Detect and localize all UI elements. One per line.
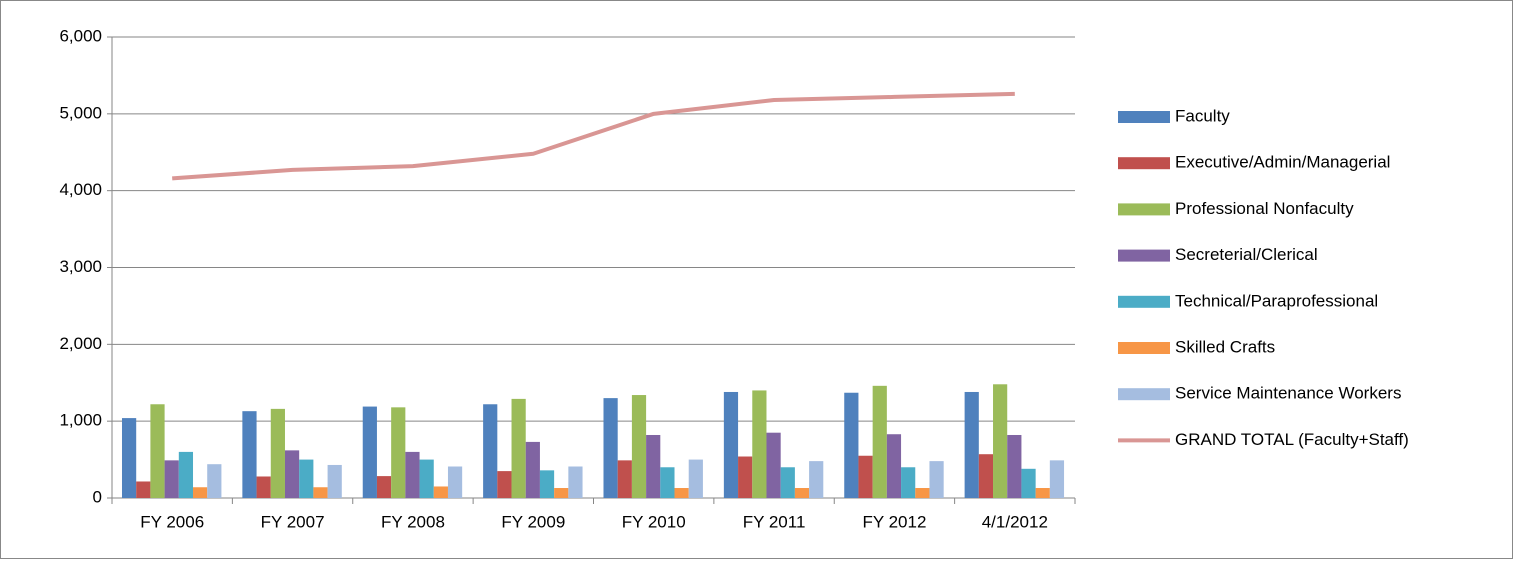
- bar: [136, 481, 151, 498]
- bar: [193, 487, 208, 498]
- bar: [794, 488, 810, 498]
- bar: [284, 450, 300, 498]
- bar: [433, 486, 448, 498]
- bar: [242, 411, 257, 498]
- bar: [901, 467, 916, 498]
- legend-swatch: [1118, 203, 1170, 216]
- bar: [447, 466, 463, 498]
- bar: [568, 466, 583, 498]
- bar: [1007, 434, 1022, 498]
- legend-label: Skilled Crafts: [1175, 337, 1275, 356]
- bar: [617, 460, 632, 498]
- bar: [207, 464, 222, 498]
- bar: [256, 476, 271, 498]
- bar: [327, 464, 342, 498]
- x-tick-label: FY 2006: [140, 512, 204, 531]
- bar: [511, 398, 526, 498]
- bar: [993, 384, 1008, 498]
- bar: [752, 390, 767, 498]
- bar: [299, 459, 314, 498]
- legend-label: Professional Nonfaculty: [1175, 199, 1354, 218]
- bar: [660, 467, 675, 498]
- legend-label: GRAND TOTAL (Faculty+Staff): [1175, 430, 1409, 449]
- bar: [886, 434, 902, 498]
- bar: [376, 476, 392, 498]
- bar: [978, 454, 994, 498]
- line: [172, 91, 1015, 181]
- bar: [1035, 488, 1050, 498]
- bar: [603, 398, 618, 498]
- bar: [780, 467, 795, 498]
- y-tick-label: 2,000: [59, 334, 102, 353]
- x-tick-label: FY 2009: [501, 512, 565, 531]
- bar: [270, 408, 285, 498]
- legend-swatch: [1118, 342, 1170, 354]
- bar: [674, 488, 689, 498]
- bar: [809, 461, 824, 498]
- bar: [631, 395, 647, 498]
- bar: [405, 451, 420, 498]
- y-tick-label: 5,000: [59, 103, 102, 122]
- y-tick-label: 0: [93, 487, 102, 506]
- bar: [150, 404, 165, 498]
- y-tick-label: 6,000: [59, 26, 102, 45]
- x-tick-label: FY 2007: [261, 512, 325, 531]
- bar: [164, 460, 179, 498]
- bar: [844, 392, 859, 498]
- bar: [391, 407, 406, 498]
- bar: [738, 456, 753, 498]
- bar: [178, 451, 194, 498]
- legend-swatch: [1118, 388, 1170, 401]
- bar: [929, 461, 944, 498]
- bar: [362, 406, 377, 498]
- x-tick-label: FY 2012: [862, 512, 926, 531]
- bar: [1049, 460, 1065, 498]
- legend-label: Technical/Paraprofessional: [1175, 291, 1378, 310]
- bar: [858, 455, 873, 498]
- bar: [915, 488, 930, 498]
- legend-swatch: [1118, 249, 1170, 262]
- bar: [964, 391, 979, 498]
- bar: [313, 487, 328, 498]
- legend-swatch: [1118, 111, 1170, 123]
- bar: [766, 432, 781, 498]
- x-tick-label: FY 2008: [381, 512, 445, 531]
- bar: [525, 441, 540, 498]
- bar: [1021, 468, 1036, 498]
- bar: [419, 459, 434, 498]
- y-tick-label: 1,000: [59, 411, 102, 430]
- bar: [723, 391, 739, 498]
- y-tick-label: 4,000: [59, 180, 102, 199]
- legend-label: Secreterial/Clerical: [1175, 245, 1318, 264]
- bar: [688, 459, 703, 498]
- y-tick-label: 3,000: [59, 257, 102, 276]
- legend-label: Executive/Admin/Managerial: [1175, 153, 1390, 172]
- bar: [872, 385, 887, 498]
- x-tick-label: FY 2011: [743, 512, 806, 531]
- legend-swatch: [1118, 157, 1170, 170]
- bar: [483, 404, 498, 498]
- legend-label: Faculty: [1175, 106, 1230, 125]
- bar: [497, 471, 512, 498]
- legend-swatch: [1118, 295, 1170, 308]
- x-tick-label: FY 2010: [622, 512, 686, 531]
- bar: [539, 470, 555, 498]
- bar: [121, 418, 137, 498]
- legend-label: Service Maintenance Workers: [1175, 384, 1401, 403]
- bar: [554, 488, 569, 498]
- x-tick-label: 4/1/2012: [982, 512, 1048, 531]
- bar: [646, 434, 661, 498]
